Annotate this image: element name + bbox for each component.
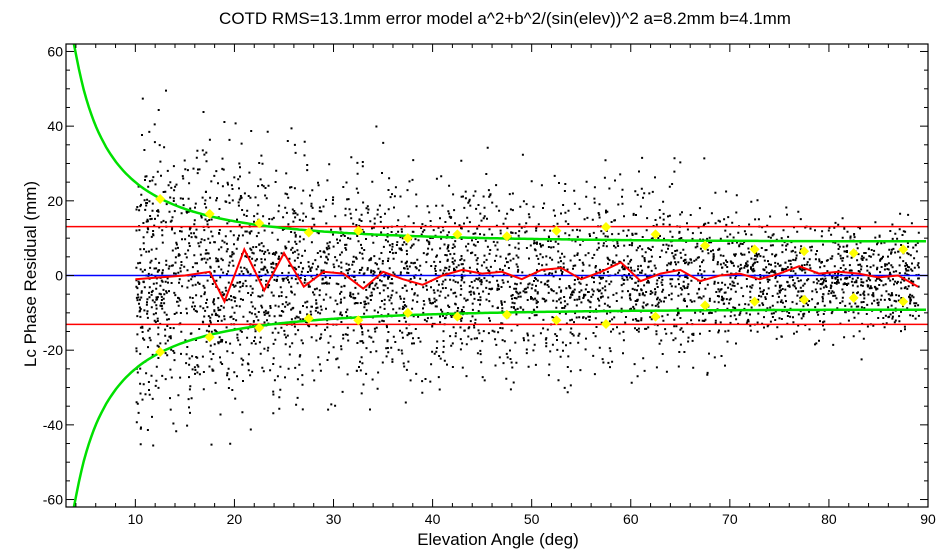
binned-rms-marker xyxy=(204,208,215,219)
axes: 10 20 30 40 50 60 70 80 90 -60 -40 -20 0 20 40 60 xyxy=(43,43,936,527)
y-tick-label: -20 xyxy=(43,342,63,358)
x-tick-label: 10 xyxy=(128,511,144,527)
binned-rms-marker xyxy=(303,227,314,238)
binned-rms-marker xyxy=(155,193,166,204)
x-axis-label: Elevation Angle (deg) xyxy=(417,530,579,549)
y-tick-label: -40 xyxy=(43,417,63,433)
binned-rms-marker xyxy=(848,292,859,303)
y-tick-label: 0 xyxy=(55,268,63,284)
binned-rms-marker xyxy=(650,229,661,240)
binned-rms-marker xyxy=(551,225,562,236)
binned-rms-marker xyxy=(452,311,463,322)
binned-rms-marker xyxy=(898,244,909,255)
binned-rms-marker xyxy=(551,315,562,326)
binned-mean-line xyxy=(135,246,919,305)
binned-rms-marker xyxy=(749,244,760,255)
x-tick-label: 20 xyxy=(227,511,243,527)
binned-rms-marker xyxy=(353,225,364,236)
binned-rms-marker xyxy=(799,246,810,257)
binned-rms-marker xyxy=(749,296,760,307)
y-tick-label: -60 xyxy=(43,492,63,508)
binned-rms-marker xyxy=(452,229,463,240)
binned-rms-marker xyxy=(254,322,265,333)
binned-rms-marker xyxy=(501,231,512,242)
binned-rms-marker xyxy=(799,294,810,305)
binned-rms-marker xyxy=(600,319,611,330)
y-tick-label: 40 xyxy=(47,118,63,134)
binned-rms-marker xyxy=(402,307,413,318)
y-tick-label: 60 xyxy=(47,43,63,59)
x-tick-label: 40 xyxy=(425,511,441,527)
x-tick-label: 30 xyxy=(326,511,342,527)
binned-rms-marker xyxy=(402,233,413,244)
binned-rms-marker xyxy=(650,311,661,322)
binned-rms-marker xyxy=(254,218,265,229)
binned-rms-marker xyxy=(700,300,711,311)
x-tick-label: 50 xyxy=(524,511,540,527)
chart-title: COTD RMS=13.1mm error model a^2+b^2/(sin… xyxy=(219,9,791,28)
x-tick-label: 90 xyxy=(920,511,936,527)
binned-rms-marker xyxy=(204,332,215,343)
x-tick-label: 80 xyxy=(821,511,837,527)
binned-rms-marker xyxy=(600,221,611,232)
binned-rms-marker xyxy=(501,309,512,320)
model-envelope-upper xyxy=(72,43,926,243)
binned-rms-marker xyxy=(848,248,859,259)
y-tick-label: 20 xyxy=(47,193,63,209)
binned-rms-marker xyxy=(700,240,711,251)
x-tick-label: 60 xyxy=(623,511,639,527)
binned-rms-marker xyxy=(898,296,909,307)
y-axis-label: Lc Phase Residual (mm) xyxy=(21,181,40,367)
x-tick-label: 70 xyxy=(722,511,738,527)
reference-lines xyxy=(66,43,928,508)
binned-rms-marker xyxy=(155,347,166,358)
binned-rms-marker xyxy=(353,315,364,326)
binned-rms-marker xyxy=(303,313,314,324)
model-envelope-lower xyxy=(72,308,926,508)
